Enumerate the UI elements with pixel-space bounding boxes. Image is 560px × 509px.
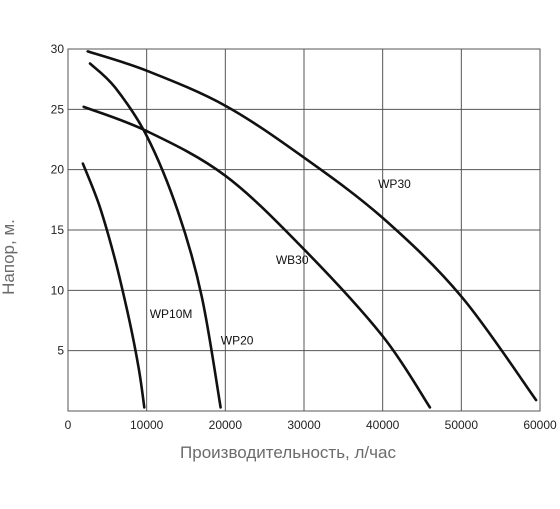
x-tick-label: 10000 (130, 418, 164, 432)
curves (81, 50, 538, 409)
y-tick-label: 15 (51, 223, 65, 237)
x-tick-label: 0 (65, 418, 72, 432)
series-label-wp20: WP20 (221, 334, 254, 348)
series-line-wp10m (81, 162, 146, 409)
x-tick-label: 60000 (523, 418, 557, 432)
plot-frame (67, 48, 541, 412)
y-tick-label: 20 (51, 163, 65, 177)
series-label-wp30: WP30 (378, 177, 411, 191)
series-label-wp10m: WP10M (150, 307, 193, 321)
y-tick-label: 10 (51, 283, 65, 297)
series-label-wb30: WB30 (276, 253, 309, 267)
x-tick-label: 30000 (287, 418, 321, 432)
x-axis-title: Производительность, л/час (180, 443, 396, 462)
grid (67, 48, 541, 412)
series-line-wp20 (88, 62, 222, 409)
y-tick-label: 25 (51, 102, 65, 116)
y-tick-label: 30 (51, 42, 65, 56)
y-tick-label: 5 (57, 344, 64, 358)
labels: 0 10000 20000 30000 40000 50000 60000 5 10 15 20 25… (51, 42, 557, 432)
x-tick-label: 20000 (209, 418, 243, 432)
x-tick-label: 50000 (445, 418, 479, 432)
series-line-wb30 (82, 105, 432, 409)
x-tick-label: 40000 (366, 418, 400, 432)
y-axis-title: Напор, м. (0, 219, 18, 295)
series-line-wp30 (86, 50, 538, 402)
